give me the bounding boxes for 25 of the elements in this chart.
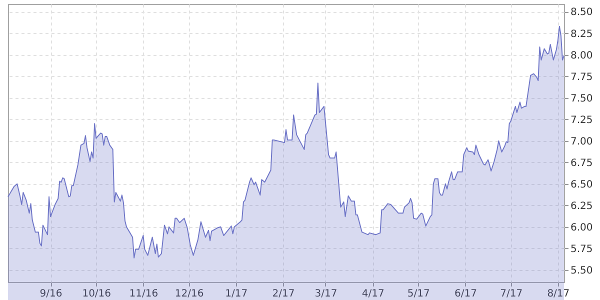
y-tick-label: 8.25: [570, 28, 593, 40]
x-tick-label: 7/17: [500, 288, 523, 300]
x-tick-label: 4/17: [362, 288, 384, 300]
y-tick-label: 8.50: [570, 7, 593, 18]
y-tick-label: 6.25: [570, 200, 593, 212]
x-tick-label: 6/17: [454, 288, 477, 300]
y-tick-label: 7.00: [570, 136, 593, 148]
x-tick-label: 1/17: [225, 288, 248, 300]
x-tick-label: 3/17: [314, 288, 338, 300]
x-tick-label: 5/17: [407, 288, 430, 300]
x-tick-label: 11/16: [129, 288, 158, 300]
y-tick-label: 7.50: [570, 93, 593, 104]
y-tick-label: 6.75: [570, 158, 593, 169]
x-tick-label: 10/16: [82, 288, 112, 300]
y-tick-label: 6.00: [570, 222, 593, 234]
y-tick-label: 7.75: [570, 72, 593, 83]
y-tick-label: 6.50: [570, 179, 593, 190]
y-tick-label: 5.50: [570, 265, 593, 276]
y-tick-label: 7.25: [570, 114, 593, 126]
x-tick-label: 2/17: [272, 288, 295, 300]
y-tick-label: 8.00: [570, 50, 593, 62]
x-tick-label: 9/16: [40, 288, 62, 300]
x-tick-label: 8/17: [547, 288, 570, 300]
y-tick-label: 5.75: [570, 244, 593, 255]
x-tick-label: 12/16: [174, 288, 204, 300]
